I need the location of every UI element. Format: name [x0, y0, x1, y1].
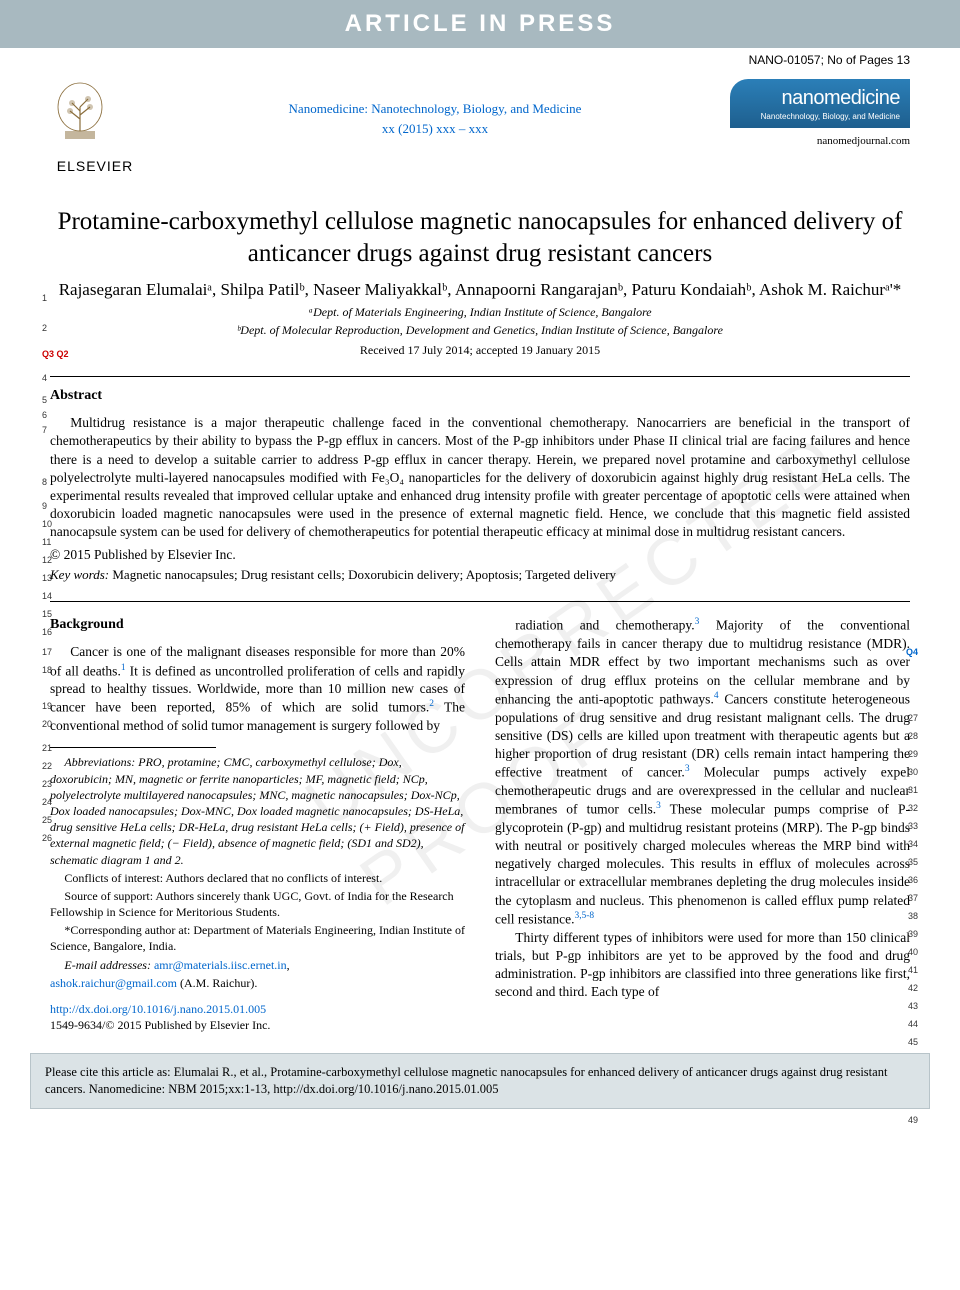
right-column: radiation and chemotherapy.3 Majority of…: [495, 616, 910, 1033]
abstract-paragraph: Multidrug resistance is a major therapeu…: [50, 414, 910, 542]
article-dates: Received 17 July 2014; accepted 19 Janua…: [50, 342, 910, 358]
col2-p1: radiation and chemotherapy.3 Majority of…: [495, 616, 910, 928]
support: Source of support: Authors sincerely tha…: [50, 888, 465, 920]
email-line-2: ashok.raichur@gmail.com (A.M. Raichur).: [50, 975, 465, 991]
nano-logo-subtitle: Nanotechnology, Biology, and Medicine: [740, 112, 900, 123]
nano-logo-title: nanomedicine: [740, 85, 900, 112]
body-columns: Background Cancer is one of the malignan…: [50, 616, 910, 1033]
rule-bottom: [50, 601, 910, 602]
background-heading: Background: [50, 616, 465, 635]
abstract-heading: Abstract: [50, 387, 910, 406]
footnotes: Abbreviations: PRO, protamine; CMC, carb…: [50, 754, 465, 991]
col2-p2: Thirty different types of inhibitors wer…: [495, 929, 910, 1002]
keywords-label: Key words:: [50, 567, 109, 582]
keywords: Key words: Magnetic nanocapsules; Drug r…: [50, 566, 910, 584]
line-number: 49: [908, 1114, 918, 1126]
journal-info: Nanomedicine: Nanotechnology, Biology, a…: [140, 79, 730, 140]
article-in-press-banner: ARTICLE IN PRESS: [0, 0, 960, 48]
header-row: ELSEVIER Nanomedicine: Nanotechnology, B…: [0, 69, 960, 176]
page: UNCORRECTED PROOF ARTICLE IN PRESS NANO-…: [0, 0, 960, 1109]
background-p1: Cancer is one of the malignant diseases …: [50, 643, 465, 735]
journal-name-link[interactable]: Nanomedicine: Nanotechnology, Biology, a…: [289, 101, 582, 116]
elsevier-tree-icon: [50, 79, 110, 149]
article-title: Protamine-carboxymethyl cellulose magnet…: [50, 206, 910, 271]
nanomedicine-logo: nanomedicine Nanotechnology, Biology, an…: [730, 79, 910, 129]
authors: Rajasegaran Elumalaiᵃ, Shilpa Patilᵇ, Na…: [50, 279, 910, 302]
journal-issue-link[interactable]: xx (2015) xxx – xxx: [382, 121, 488, 136]
affiliation-b: ᵇDept. of Molecular Reproduction, Develo…: [50, 322, 910, 338]
corresponding: *Corresponding author at: Department of …: [50, 922, 465, 954]
email-1[interactable]: amr@materials.iisc.ernet.in: [154, 958, 287, 972]
doi-link[interactable]: http://dx.doi.org/10.1016/j.nano.2015.01…: [50, 1002, 266, 1016]
left-column: Background Cancer is one of the malignan…: [50, 616, 465, 1033]
article-id: NANO-01057; No of Pages 13: [0, 48, 960, 68]
conflicts: Conflicts of interest: Authors declared …: [50, 870, 465, 886]
rule-top: [50, 376, 910, 377]
citation-box: Please cite this article as: Elumalai R.…: [30, 1053, 930, 1109]
abbreviations: Abbreviations: PRO, protamine; CMC, carb…: [50, 754, 465, 867]
doi-block: http://dx.doi.org/10.1016/j.nano.2015.01…: [50, 1001, 465, 1033]
journal-url: nanomedjournal.com: [730, 134, 910, 149]
abstract-text: Multidrug resistance is a major therapeu…: [50, 414, 910, 542]
ref-358[interactable]: 3,5-8: [574, 911, 594, 921]
nanomedicine-logo-area: nanomedicine Nanotechnology, Biology, an…: [730, 79, 910, 150]
keywords-list: Magnetic nanocapsules; Drug resistant ce…: [112, 567, 616, 582]
email-2[interactable]: ashok.raichur@gmail.com: [50, 976, 177, 990]
elsevier-logo: ELSEVIER: [50, 79, 140, 176]
elsevier-name: ELSEVIER: [50, 157, 140, 176]
footnote-rule: [50, 747, 216, 748]
copyright-text: © 2015 Published by Elsevier Inc.: [50, 546, 910, 564]
email-line: E-mail addresses: amr@materials.iisc.ern…: [50, 957, 465, 973]
affiliation-a: ᵃDept. of Materials Engineering, Indian …: [50, 304, 910, 320]
issn-text: 1549-9634/© 2015 Published by Elsevier I…: [50, 1018, 270, 1032]
